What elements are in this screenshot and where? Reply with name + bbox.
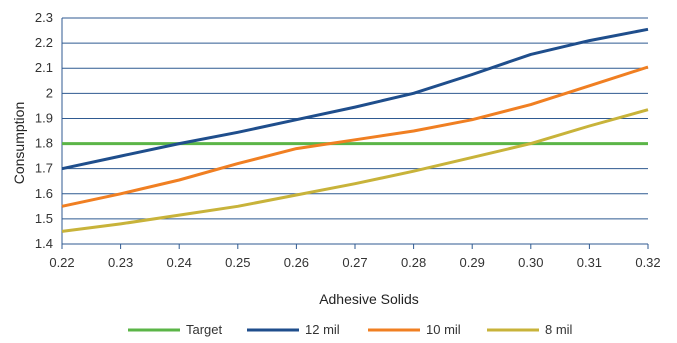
legend-label: 8 mil	[545, 322, 573, 337]
x-tick-label: 0.29	[460, 255, 485, 270]
y-tick-label: 1.6	[35, 186, 53, 201]
y-tick-label: 1.5	[35, 211, 53, 226]
x-tick-label: 0.25	[225, 255, 250, 270]
x-tick-label: 0.32	[635, 255, 660, 270]
series-lines	[61, 27, 649, 233]
x-tick-label: 0.22	[49, 255, 74, 270]
legend-label: Target	[186, 322, 223, 337]
y-axis-title: Consumption	[11, 102, 27, 185]
legend-label: 10 mil	[426, 322, 461, 337]
y-tick-label: 2.1	[35, 60, 53, 75]
x-tick-label: 0.26	[284, 255, 309, 270]
x-tick-label: 0.27	[342, 255, 367, 270]
x-axis-ticks: 0.22 0.23 0.24 0.25 0.26 0.27 0.28 0.29 0.30 0.31…	[49, 255, 660, 270]
x-tick-label: 0.23	[108, 255, 133, 270]
y-axis-ticks: 1.4 1.5 1.6 1.7 1.8 1.9 2 2.1 2.2 2.3	[35, 10, 53, 251]
x-tick-label: 0.31	[577, 255, 602, 270]
y-tick-label: 1.9	[35, 110, 53, 125]
legend-label: 12 mil	[305, 322, 340, 337]
x-axis-title: Adhesive Solids	[319, 291, 419, 307]
y-tick-label: 2.3	[35, 10, 53, 25]
y-tick-label: 1.7	[35, 161, 53, 176]
y-tick-label: 2	[46, 85, 53, 100]
y-tick-label: 1.4	[35, 236, 53, 251]
x-tick-label: 0.24	[167, 255, 192, 270]
y-tick-label: 2.2	[35, 35, 53, 50]
series-line-12-mil	[61, 27, 649, 171]
series-line-10-mil	[61, 65, 649, 208]
x-tick-label: 0.30	[518, 255, 543, 270]
x-tick-label: 0.28	[401, 255, 426, 270]
y-tick-label: 1.8	[35, 136, 53, 151]
legend: Target 12 mil 10 mil 8 mil	[128, 322, 573, 337]
series-line-8-mil	[61, 108, 649, 233]
